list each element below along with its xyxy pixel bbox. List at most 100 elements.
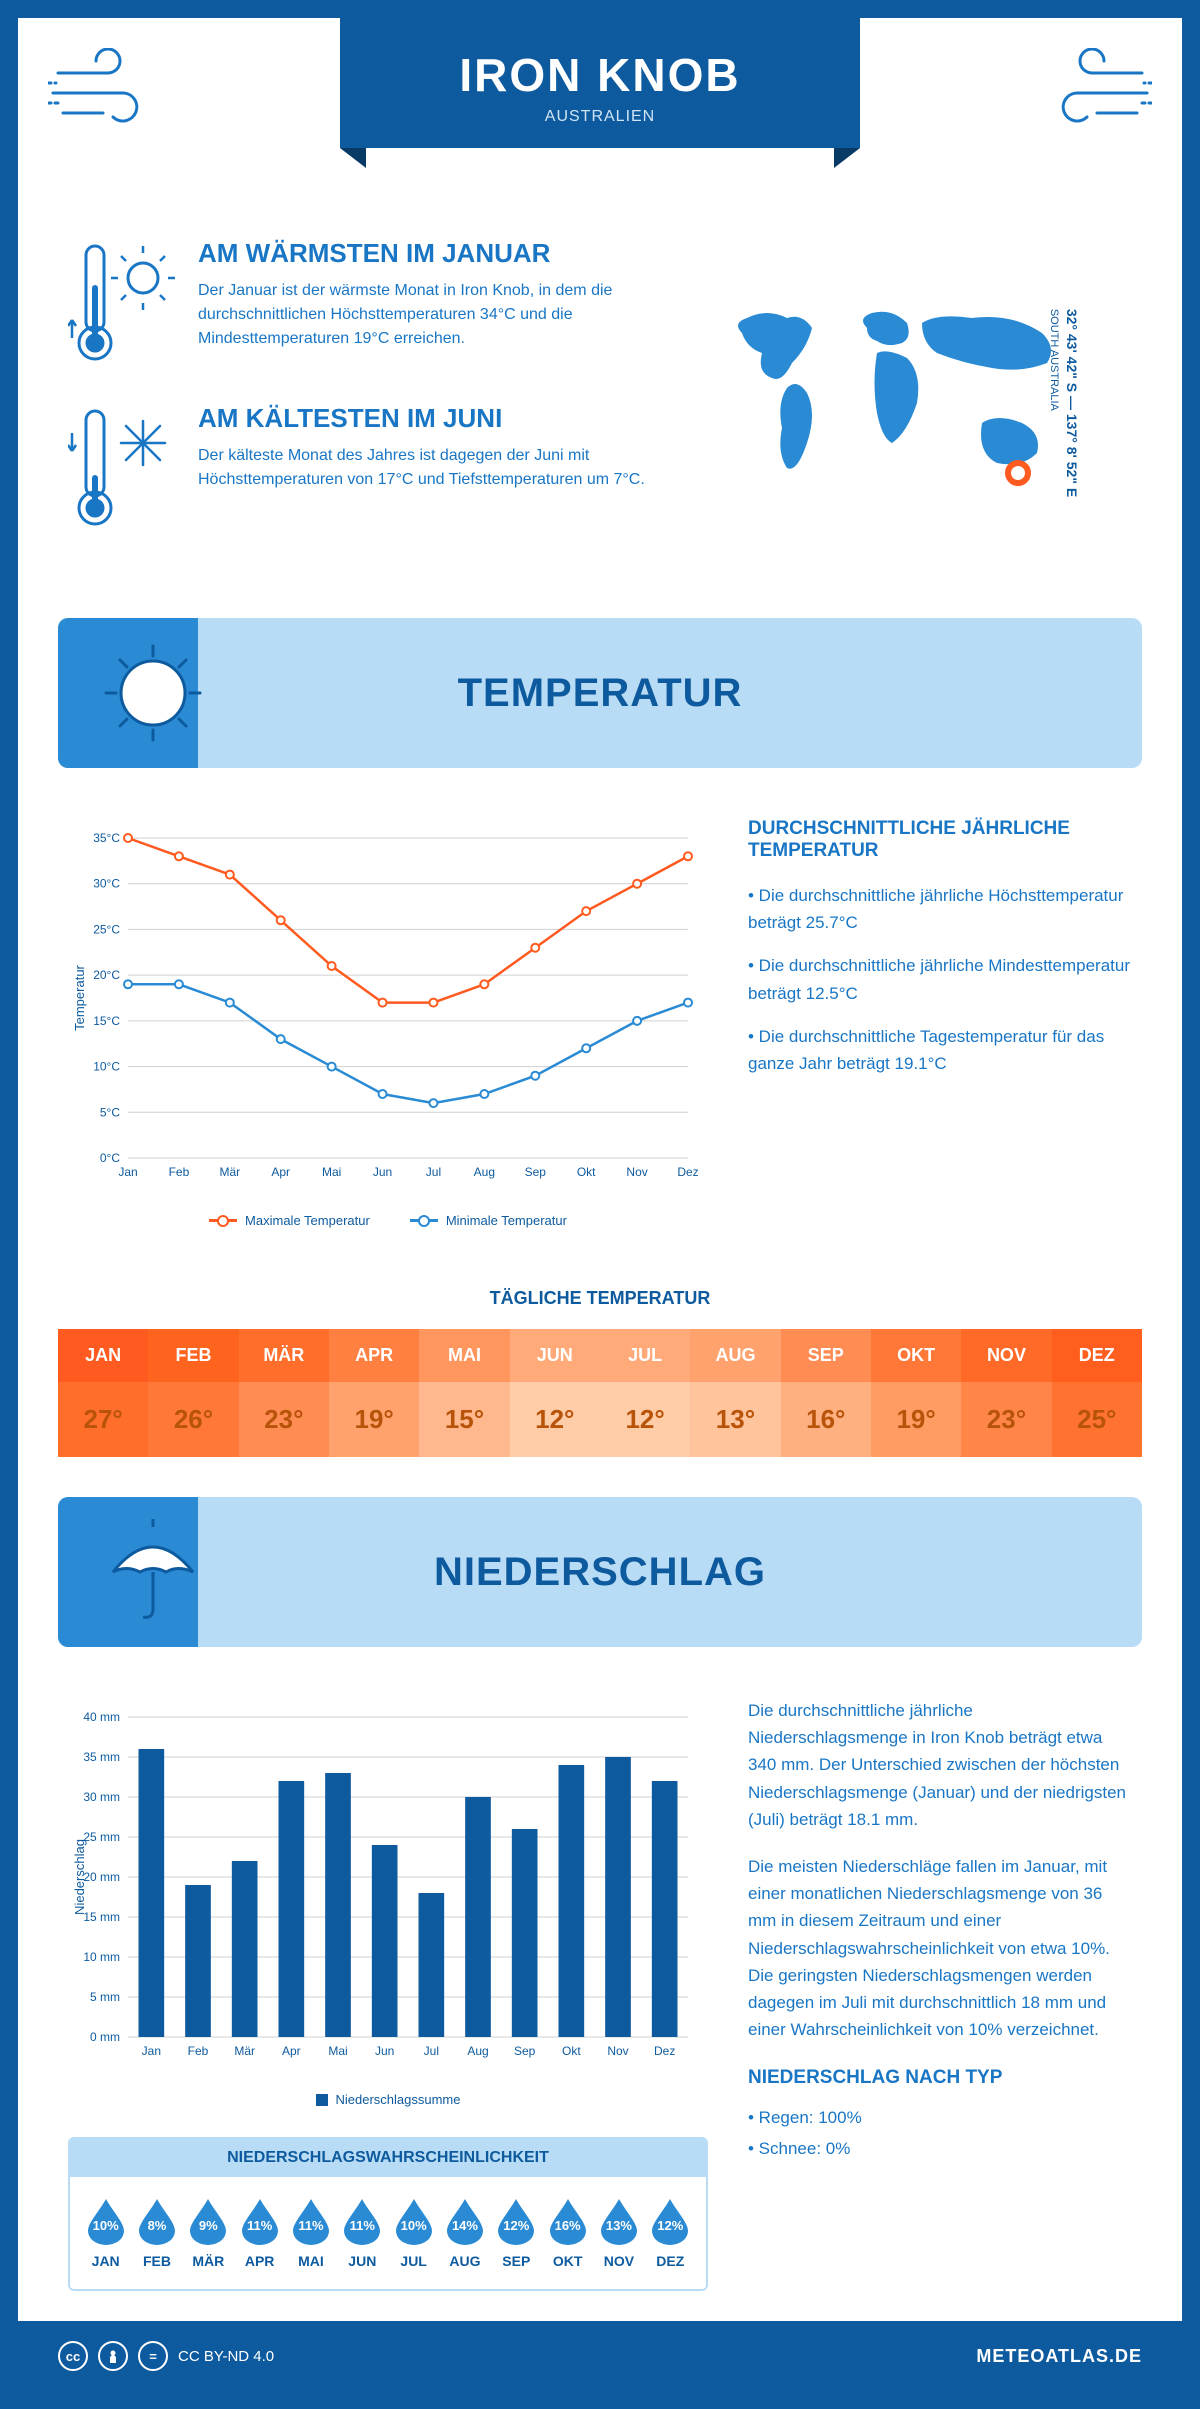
- svg-text:Apr: Apr: [282, 2044, 301, 2058]
- svg-text:Sep: Sep: [525, 1165, 547, 1179]
- drop-icon: 12%: [494, 2197, 538, 2245]
- temperature-section: 0°C5°C10°C15°C20°C25°C30°C35°CJanFebMärA…: [18, 788, 1182, 1258]
- drop-icon: 11%: [340, 2197, 384, 2245]
- svg-text:35 mm: 35 mm: [83, 1750, 120, 1764]
- prob-cell: 14% AUG: [439, 2197, 490, 2269]
- svg-text:Jun: Jun: [373, 1165, 392, 1179]
- precip-probability-box: NIEDERSCHLAGSWAHRSCHEINLICHKEIT 10% JAN …: [68, 2137, 708, 2291]
- prob-cell: 8% FEB: [131, 2197, 182, 2269]
- page-subtitle: AUSTRALIEN: [340, 108, 860, 126]
- svg-text:35°C: 35°C: [93, 831, 120, 845]
- legend-max-label: Maximale Temperatur: [245, 1213, 370, 1228]
- daily-temp-table: JAN 27° FEB 26° MÄR 23° APR 19° MAI 15° …: [58, 1329, 1142, 1457]
- svg-text:0°C: 0°C: [100, 1151, 120, 1165]
- svg-text:15°C: 15°C: [93, 1014, 120, 1028]
- legend-swatch-precip: [316, 2094, 328, 2106]
- temp-bullet-2: • Die durchschnittliche jährliche Mindes…: [748, 952, 1132, 1006]
- temp-info-title: DURCHSCHNITTLICHE JÄHRLICHE TEMPERATUR: [748, 818, 1132, 862]
- svg-text:Aug: Aug: [474, 1165, 495, 1179]
- prob-title: NIEDERSCHLAGSWAHRSCHEINLICHKEIT: [70, 2139, 706, 2177]
- svg-text:Dez: Dez: [677, 1165, 698, 1179]
- svg-text:30°C: 30°C: [93, 877, 120, 891]
- svg-text:10°C: 10°C: [93, 1060, 120, 1074]
- warmest-text: AM WÄRMSTEN IM JANUAR Der Januar ist der…: [198, 238, 672, 368]
- climate-column: AM WÄRMSTEN IM JANUAR Der Januar ist der…: [68, 238, 672, 568]
- svg-text:Mär: Mär: [234, 2044, 255, 2058]
- prob-cell: 10% JUL: [388, 2197, 439, 2269]
- nd-icon: =: [138, 2341, 168, 2371]
- svg-text:10 mm: 10 mm: [83, 1950, 120, 1964]
- precip-para-1: Die durchschnittliche jährliche Niedersc…: [748, 1697, 1132, 1833]
- coldest-title: AM KÄLTESTEN IM JUNI: [198, 403, 672, 434]
- footer: cc = CC BY-ND 4.0 METEOATLAS.DE: [18, 2321, 1182, 2391]
- svg-text:Jun: Jun: [375, 2044, 394, 2058]
- wind-icon-left: [48, 48, 178, 138]
- svg-text:Apr: Apr: [271, 1165, 290, 1179]
- temp-cell: MAI 15°: [419, 1329, 509, 1457]
- prob-row: 10% JAN 8% FEB 9% MÄR 11% APR 11: [70, 2177, 706, 2289]
- svg-text:Jul: Jul: [426, 1165, 441, 1179]
- page-title: IRON KNOB: [340, 48, 860, 102]
- svg-text:0 mm: 0 mm: [90, 2030, 120, 2044]
- drop-icon: 11%: [238, 2197, 282, 2245]
- svg-text:Okt: Okt: [577, 1165, 596, 1179]
- cc-icon: cc: [58, 2341, 88, 2371]
- temp-cell: JAN 27°: [58, 1329, 148, 1457]
- temperature-title: TEMPERATUR: [458, 671, 743, 716]
- temp-cell: AUG 13°: [690, 1329, 780, 1457]
- coldest-body: Der kälteste Monat des Jahres ist dagege…: [198, 444, 672, 492]
- svg-text:Feb: Feb: [169, 1165, 190, 1179]
- temp-chart-svg: 0°C5°C10°C15°C20°C25°C30°C35°CJanFebMärA…: [68, 818, 708, 1198]
- daily-temp-title: TÄGLICHE TEMPERATUR: [18, 1288, 1182, 1309]
- prob-cell: 9% MÄR: [183, 2197, 234, 2269]
- footer-brand: METEOATLAS.DE: [976, 2346, 1142, 2367]
- precip-type-title: NIEDERSCHLAG NACH TYP: [748, 2063, 1132, 2093]
- svg-text:Okt: Okt: [562, 2044, 581, 2058]
- legend-swatch-min: [410, 1219, 438, 1222]
- wind-icon-right: [1022, 48, 1152, 138]
- svg-text:Aug: Aug: [467, 2044, 488, 2058]
- temp-cell: JUL 12°: [600, 1329, 690, 1457]
- license-text: CC BY-ND 4.0: [178, 2348, 274, 2365]
- temperature-banner: TEMPERATUR: [58, 618, 1142, 768]
- drop-icon: 13%: [597, 2197, 641, 2245]
- svg-text:Nov: Nov: [607, 2044, 628, 2058]
- world-map: [712, 293, 1092, 513]
- svg-text:Mai: Mai: [328, 2044, 347, 2058]
- by-icon: [98, 2341, 128, 2371]
- precip-type-1: • Regen: 100%: [748, 2104, 1132, 2131]
- svg-text:Nov: Nov: [626, 1165, 647, 1179]
- prob-cell: 11% MAI: [285, 2197, 336, 2269]
- svg-text:Temperatur: Temperatur: [72, 964, 87, 1030]
- temp-cell: JUN 12°: [510, 1329, 600, 1457]
- warmest-title: AM WÄRMSTEN IM JANUAR: [198, 238, 672, 269]
- prob-cell: 10% JAN: [80, 2197, 131, 2269]
- temp-bullet-1: • Die durchschnittliche jährliche Höchst…: [748, 882, 1132, 936]
- prob-cell: 12% DEZ: [645, 2197, 696, 2269]
- precipitation-info: Die durchschnittliche jährliche Niedersc…: [748, 1697, 1132, 2291]
- banner-body: TEMPERATUR: [58, 618, 1142, 768]
- thermometer-snow-icon: [68, 403, 178, 533]
- precipitation-section: 0 mm5 mm10 mm15 mm20 mm25 mm30 mm35 mm40…: [18, 1667, 1182, 2321]
- temp-cell: NOV 23°: [961, 1329, 1051, 1457]
- coldest-text: AM KÄLTESTEN IM JUNI Der kälteste Monat …: [198, 403, 672, 533]
- svg-text:20°C: 20°C: [93, 968, 120, 982]
- license-badges: cc = CC BY-ND 4.0: [58, 2341, 274, 2371]
- svg-text:Feb: Feb: [188, 2044, 209, 2058]
- svg-text:Niederschlag: Niederschlag: [72, 1839, 87, 1915]
- coordinates: 32° 43' 42" S — 137° 8' 52" E SOUTH AUST…: [1048, 309, 1080, 497]
- precipitation-chart-column: 0 mm5 mm10 mm15 mm20 mm25 mm30 mm35 mm40…: [68, 1697, 708, 2291]
- precipitation-banner: NIEDERSCHLAG: [58, 1497, 1142, 1647]
- prob-cell: 12% SEP: [491, 2197, 542, 2269]
- svg-text:Sep: Sep: [514, 2044, 536, 2058]
- svg-text:Mai: Mai: [322, 1165, 341, 1179]
- temp-cell: OKT 19°: [871, 1329, 961, 1457]
- legend-max: Maximale Temperatur: [209, 1213, 370, 1228]
- banner-body: NIEDERSCHLAG: [58, 1497, 1142, 1647]
- top-info: AM WÄRMSTEN IM JANUAR Der Januar ist der…: [18, 198, 1182, 598]
- svg-text:20 mm: 20 mm: [83, 1870, 120, 1884]
- temperature-info: DURCHSCHNITTLICHE JÄHRLICHE TEMPERATUR •…: [748, 818, 1132, 1228]
- warmest-block: AM WÄRMSTEN IM JANUAR Der Januar ist der…: [68, 238, 672, 368]
- precip-chart-svg: 0 mm5 mm10 mm15 mm20 mm25 mm30 mm35 mm40…: [68, 1697, 708, 2077]
- precip-para-2: Die meisten Niederschläge fallen im Janu…: [748, 1853, 1132, 2043]
